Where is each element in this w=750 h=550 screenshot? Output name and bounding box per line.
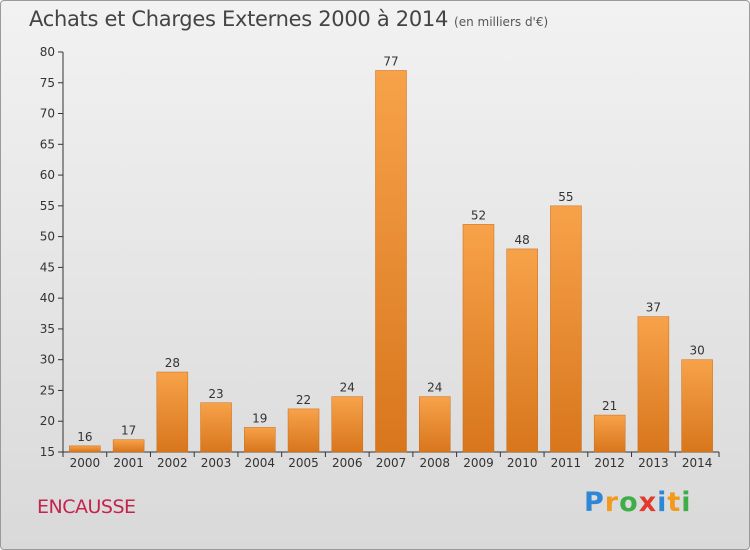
- data-label: 17: [121, 424, 136, 438]
- chart-title-text: Achats et Charges Externes 2000 à 2014: [29, 7, 449, 31]
- y-tick-label: 20: [40, 414, 55, 428]
- x-tick-label: 2000: [70, 456, 101, 470]
- y-tick-label: 30: [40, 353, 55, 367]
- x-tick-label: 2010: [507, 456, 538, 470]
- x-tick-label: 2012: [594, 456, 625, 470]
- data-label: 48: [515, 233, 530, 247]
- x-tick-label: 2014: [682, 456, 713, 470]
- bar: [593, 414, 626, 453]
- bar: [287, 408, 320, 453]
- chart-unit: (en milliers d'€): [454, 15, 549, 29]
- data-label: 19: [252, 411, 267, 425]
- y-tick-label: 35: [40, 322, 55, 336]
- y-tick-label: 50: [40, 230, 55, 244]
- y-tick-label: 55: [40, 199, 55, 213]
- data-label: 30: [689, 344, 704, 358]
- data-label: 16: [77, 430, 92, 444]
- x-tick-label: 2004: [245, 456, 276, 470]
- bar: [200, 402, 232, 453]
- y-tick-label: 15: [40, 445, 55, 459]
- proxiti-logo: Proxiti: [584, 487, 692, 518]
- data-label: 23: [208, 387, 223, 401]
- bar: [69, 445, 101, 453]
- x-tick-label: 2003: [201, 456, 232, 470]
- bar: [637, 316, 670, 453]
- bar: [375, 70, 407, 453]
- bar: [244, 427, 276, 453]
- data-label: 28: [165, 356, 180, 370]
- bar: [331, 396, 364, 453]
- data-label: 21: [602, 399, 617, 413]
- bar: [681, 359, 713, 453]
- y-tick-label: 40: [40, 291, 55, 305]
- x-tick-label: 2009: [463, 456, 494, 470]
- chart-title: Achats et Charges Externes 2000 à 2014 (e…: [29, 7, 548, 31]
- bar: [550, 205, 582, 453]
- y-tick-label: 25: [40, 383, 55, 397]
- data-label: 37: [646, 301, 661, 315]
- bar: [418, 396, 451, 453]
- bar: [156, 371, 189, 453]
- data-label: 22: [296, 393, 311, 407]
- y-tick-label: 45: [40, 260, 55, 274]
- bar: [506, 248, 538, 453]
- data-label: 77: [383, 54, 398, 68]
- data-label: 24: [340, 381, 355, 395]
- x-tick-label: 2006: [332, 456, 363, 470]
- place-name: ENCAUSSE: [37, 496, 136, 518]
- data-label: 52: [471, 208, 486, 222]
- y-tick-label: 80: [40, 45, 55, 59]
- y-tick-label: 75: [40, 76, 55, 90]
- data-label: 24: [427, 381, 442, 395]
- y-tick-label: 65: [40, 137, 55, 151]
- x-tick-label: 2005: [288, 456, 319, 470]
- bar: [462, 224, 495, 453]
- x-tick-label: 2001: [113, 456, 144, 470]
- x-tick-label: 2002: [157, 456, 188, 470]
- bar: [112, 439, 145, 453]
- y-tick-label: 70: [40, 107, 55, 121]
- x-tick-label: 2011: [551, 456, 582, 470]
- x-tick-label: 2013: [638, 456, 669, 470]
- data-label: 55: [558, 190, 573, 204]
- y-tick-label: 60: [40, 168, 55, 182]
- x-tick-label: 2008: [419, 456, 450, 470]
- x-tick-label: 2007: [376, 456, 407, 470]
